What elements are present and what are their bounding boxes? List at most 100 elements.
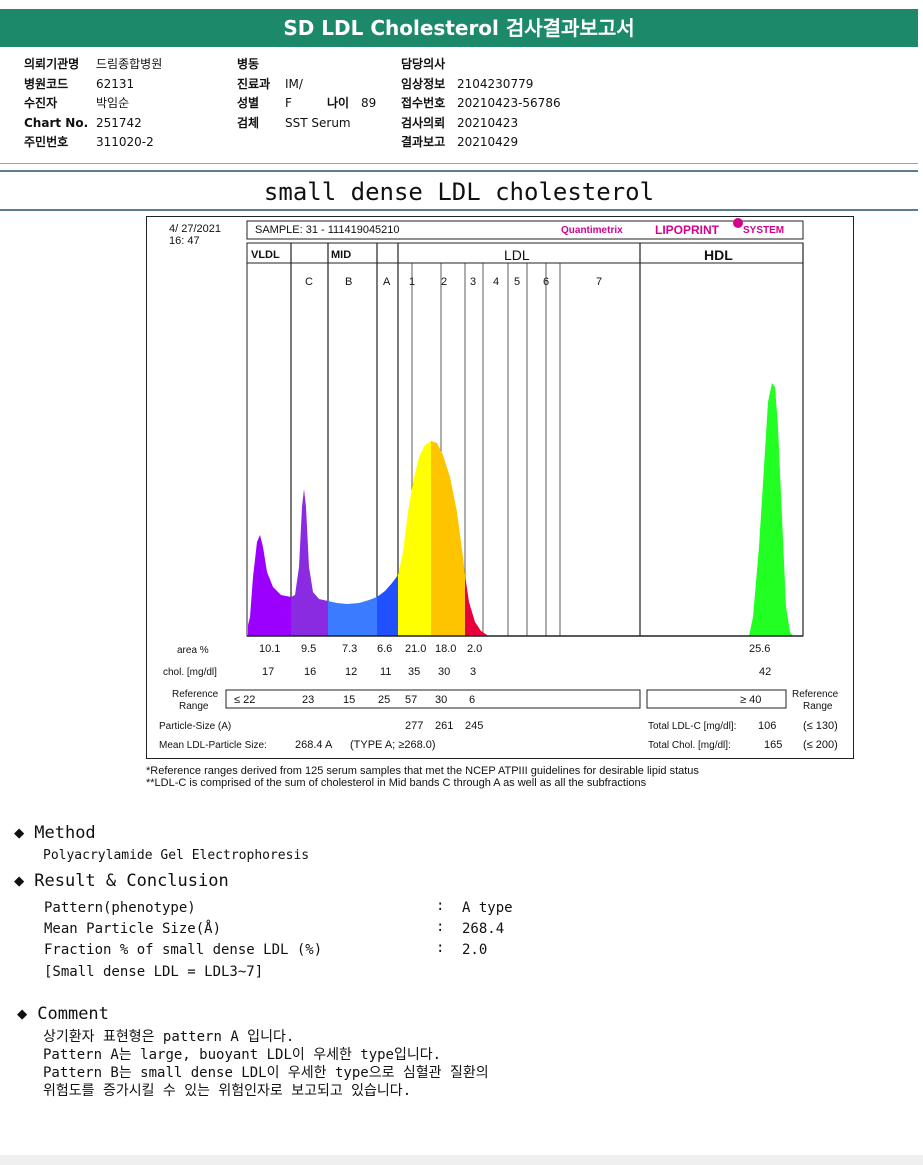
group-label-ldl: LDL (504, 247, 530, 263)
plot-frame (246, 242, 804, 637)
particle-size-value: 277 (405, 720, 424, 732)
ref-value: 57 (405, 694, 418, 706)
area-value: 6.6 (377, 643, 393, 655)
info-value: 20210429 (457, 135, 519, 149)
ref-hdl-value: ≥ 40 (740, 694, 762, 706)
info-col-1: 의뢰기관명 드림종합병원 병원코드 62131 수진자 박임순 Chart No. 25… (24, 55, 162, 153)
comment-line: 위험도를 증가시킬 수 있는 위험인자로 보고되고 있습니다. (43, 1083, 412, 1099)
result-label: Fraction % of small dense LDL (%) (44, 942, 323, 958)
info-row: Chart No. 251742 (24, 114, 162, 134)
ref-label: Range (179, 701, 209, 712)
ref-range-hdl-box (646, 689, 787, 709)
footer-bar (0, 1155, 923, 1165)
band-label: 2 (441, 276, 448, 288)
peak-mid-c (291, 489, 328, 636)
info-label: Chart No. (24, 115, 89, 130)
chol-value: 17 (262, 666, 275, 678)
total-chol-ref: (≤ 200) (803, 739, 838, 751)
total-chol-value: 165 (764, 739, 783, 751)
lipoprint-chart: 4/ 27/2021 16: 47 SAMPLE: 31 - 11141904521… (146, 216, 854, 759)
info-value: 251742 (96, 115, 142, 130)
result-value: 2.0 (462, 942, 488, 958)
result-note: [Small dense LDL = LDL3~7] (44, 964, 264, 980)
area-value: 21.0 (405, 643, 427, 655)
group-label-vldl: VLDL (251, 249, 280, 261)
particle-size-label: Particle-Size (A) (159, 721, 232, 732)
diamond-icon: ◆ (17, 1004, 28, 1024)
band-label: 3 (470, 276, 477, 288)
area-value: 7.3 (342, 643, 358, 655)
peak-vldl (248, 535, 291, 636)
info-value: 드림종합병원 (96, 57, 163, 71)
particle-size-value: 245 (465, 720, 484, 732)
mean-size-type: (TYPE A; ≥268.0) (350, 739, 436, 751)
info-row: 수진자 박임순 (24, 94, 162, 114)
info-row: 결과보고 20210429 (401, 133, 561, 153)
total-ldl-ref: (≤ 130) (803, 720, 838, 732)
brand-system: SYSTEM (743, 225, 785, 236)
brand-lipoprint: LIPOPRINT (655, 223, 720, 237)
peak-mid-b (328, 597, 377, 636)
divider (0, 209, 918, 211)
peak-ldl-1 (398, 441, 431, 636)
info-label: 수진자 (24, 96, 58, 110)
method-heading-text: Method (34, 823, 96, 843)
peak-ldl-2 (431, 441, 465, 636)
info-row: 병동 (237, 55, 376, 75)
info-row: 임상정보 2104230779 (401, 75, 561, 95)
mean-size-value: 268.4 A (295, 739, 333, 751)
ref-value: 23 (302, 694, 315, 706)
age-label: 나이 (327, 96, 350, 110)
chart-time: 16: 47 (169, 235, 200, 247)
info-value: 62131 (96, 76, 135, 91)
info-row: 검체 SST Serum (237, 114, 376, 134)
ref-value: 30 (435, 694, 448, 706)
result-colon: : (436, 919, 445, 935)
info-row: 주민번호 311020-2 (24, 133, 162, 153)
info-label: 주민번호 (24, 135, 69, 149)
peak-ldl-3 (465, 575, 487, 636)
info-label: 진료과 (237, 76, 271, 91)
info-row: 병원코드 62131 (24, 75, 162, 95)
info-label: 담당의사 (401, 57, 446, 71)
diamond-icon: ◆ (14, 871, 25, 891)
ref-range-box (225, 689, 641, 709)
chol-value: 35 (408, 666, 421, 678)
divider (0, 170, 918, 172)
footnote-2: **LDL-C is comprised of the sum of chole… (146, 777, 647, 789)
info-row: 검사의뢰 20210423 (401, 114, 561, 134)
info-label: 결과보고 (401, 135, 446, 149)
info-value: F (285, 96, 292, 110)
area-value: 2.0 (467, 643, 483, 655)
result-value: A type (462, 900, 513, 916)
info-label: 검체 (237, 115, 260, 130)
comment-line: 상기환자 표현형은 pattern A 입니다. (43, 1029, 295, 1045)
result-label: Pattern(phenotype) (44, 900, 196, 916)
particle-size-value: 261 (435, 720, 454, 732)
band-label: 4 (493, 276, 500, 288)
band-label: 6 (543, 276, 550, 288)
chart-date: 4/ 27/2021 (169, 223, 221, 235)
chol-hdl-value: 42 (759, 666, 772, 678)
info-value: 박임순 (96, 96, 130, 110)
info-value: 2104230779 (457, 76, 534, 91)
area-value: 10.1 (259, 643, 281, 655)
chol-label: chol. [mg/dl] (163, 667, 217, 678)
ref-value: ≤ 22 (234, 694, 256, 706)
lipoprint-logo-dot (733, 218, 743, 228)
result-heading: ◆ Result & Conclusion (14, 871, 229, 891)
brand-quantimetrix: Quantimetrix (561, 225, 623, 236)
band-label: A (383, 276, 391, 288)
total-chol-label: Total Chol. [mg/dl]: (648, 740, 731, 751)
info-label: 성별 (237, 96, 260, 110)
divider (0, 163, 918, 164)
area-value: 9.5 (301, 643, 317, 655)
info-value: SST Serum (285, 115, 351, 130)
result-heading-text: Result & Conclusion (34, 871, 229, 891)
total-ldl-value: 106 (758, 720, 777, 732)
info-label: 의뢰기관명 (24, 57, 80, 71)
comment-heading: ◆ Comment (17, 1004, 109, 1024)
info-value: 20210423 (457, 115, 519, 130)
footnotes: *Reference ranges derived from 125 serum… (146, 765, 699, 789)
comment-heading-text: Comment (37, 1004, 109, 1024)
